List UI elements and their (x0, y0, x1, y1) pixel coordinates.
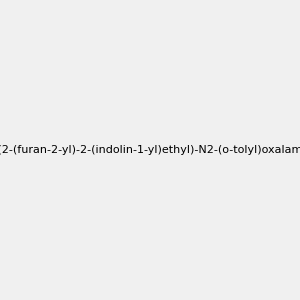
Text: N1-(2-(furan-2-yl)-2-(indolin-1-yl)ethyl)-N2-(o-tolyl)oxalamide: N1-(2-(furan-2-yl)-2-(indolin-1-yl)ethyl… (0, 145, 300, 155)
